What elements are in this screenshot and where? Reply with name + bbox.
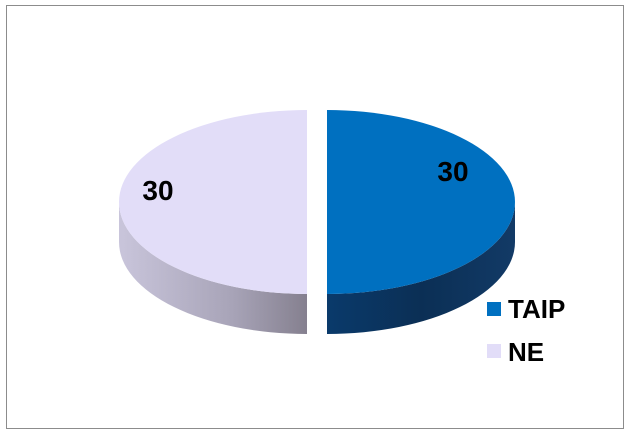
chart-frame <box>6 5 624 429</box>
pie-slice-taip-top-face <box>327 110 515 294</box>
pie-slice-ne-side-wall <box>119 202 307 334</box>
legend-label-ne: NE <box>508 337 544 367</box>
data-label-ne: 30 <box>142 175 173 206</box>
data-label-taip: 30 <box>437 156 468 187</box>
pie-slice-taip-side-wall <box>327 202 515 334</box>
legend-swatch-ne <box>487 344 501 358</box>
legend-swatch-taip <box>487 302 501 316</box>
legend-label-taip: TAIP <box>508 294 565 324</box>
legend: TAIP NE <box>487 294 565 367</box>
pie-slice-ne-top-face <box>119 110 307 294</box>
